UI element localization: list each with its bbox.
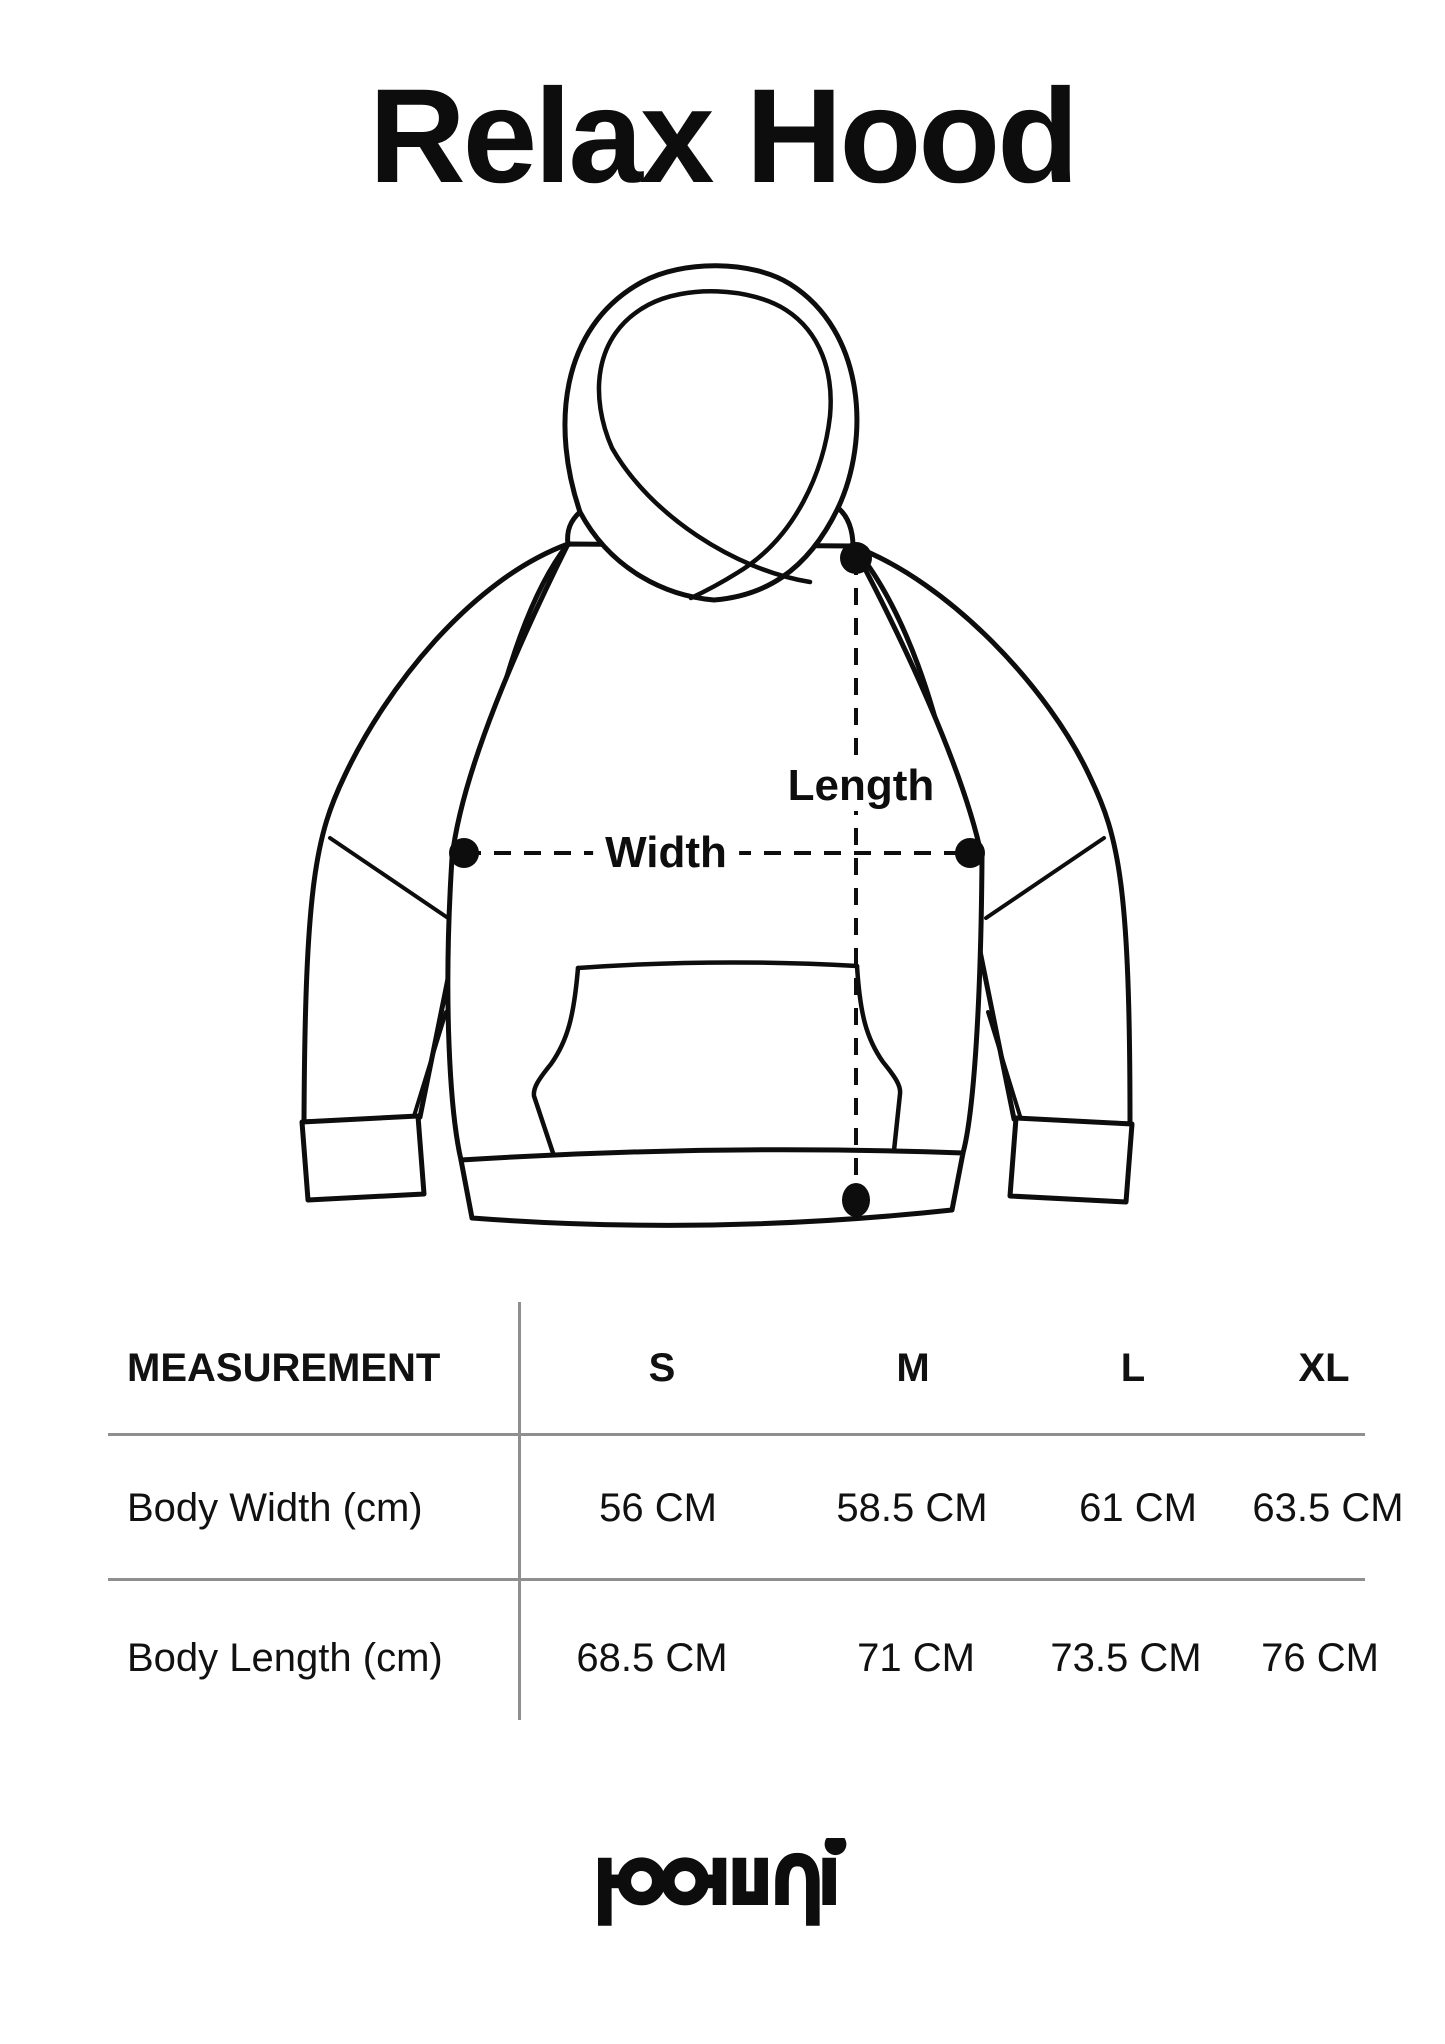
body-length-s: 68.5 CM xyxy=(576,1636,728,1680)
measurement-dots xyxy=(449,542,985,1217)
logo-glyph-i xyxy=(822,1838,847,1905)
hood xyxy=(562,263,860,603)
logo-glyph-u xyxy=(732,1857,768,1905)
body-width-l: 61 CM xyxy=(1079,1486,1197,1530)
column-header-measurement: MEASUREMENT xyxy=(127,1346,441,1390)
logo-glyph-r xyxy=(775,1852,820,1926)
body-length-m: 71 CM xyxy=(857,1636,975,1680)
logo-glyph-a xyxy=(661,1857,727,1906)
kangaroo-pocket xyxy=(531,960,903,1165)
row-label-body-width: Body Width (cm) xyxy=(127,1486,423,1530)
column-header-l: L xyxy=(1120,1346,1146,1390)
body-width-m: 58.5 CM xyxy=(836,1486,988,1530)
underarm-seams xyxy=(328,836,1106,1118)
logo-glyph-p xyxy=(598,1857,666,1926)
table-rule-1 xyxy=(108,1433,1365,1436)
row-label-body-length: Body Length (cm) xyxy=(127,1636,443,1680)
right-cuff xyxy=(1007,1115,1135,1205)
column-header-s: S xyxy=(648,1346,676,1390)
body-length-l: 73.5 CM xyxy=(1050,1636,1202,1680)
table-vertical-rule xyxy=(518,1302,521,1720)
brand-logo xyxy=(598,1838,847,1926)
column-header-m: M xyxy=(896,1346,930,1390)
column-header-xl: XL xyxy=(1298,1346,1350,1390)
table-rule-2 xyxy=(108,1578,1365,1581)
hood-opening xyxy=(596,289,833,601)
body-width-xl: 63.5 CM xyxy=(1252,1486,1404,1530)
left-cuff xyxy=(299,1113,427,1203)
body-width-s: 56 CM xyxy=(599,1486,717,1530)
width-label: Width xyxy=(593,828,739,878)
body-length-xl: 76 CM xyxy=(1261,1636,1379,1680)
hem-band xyxy=(458,1147,966,1228)
page-title: Relax Hood xyxy=(368,62,1079,211)
length-label: Length xyxy=(775,761,947,811)
